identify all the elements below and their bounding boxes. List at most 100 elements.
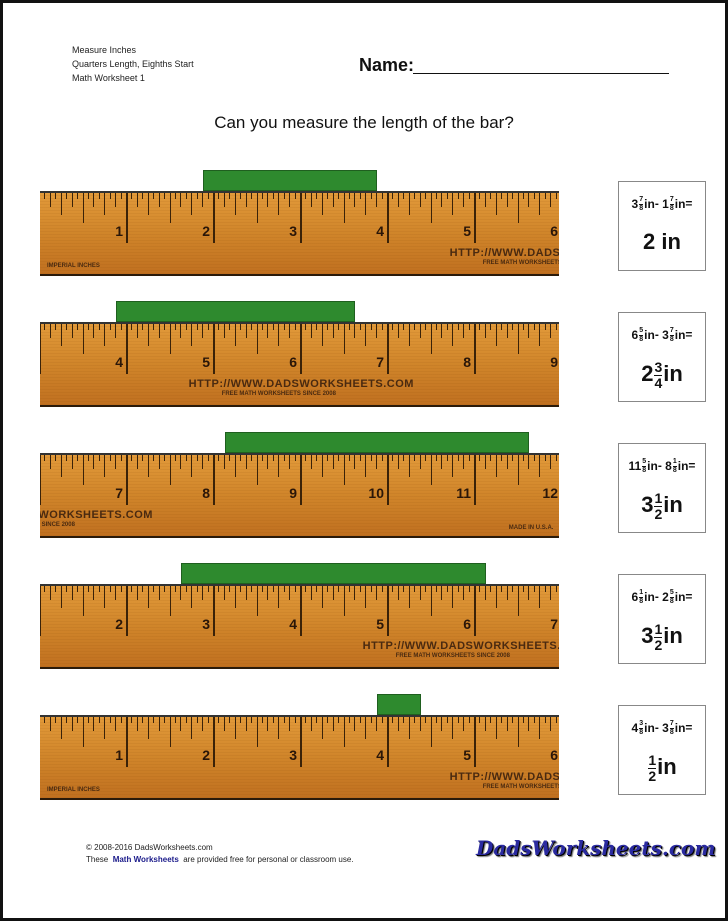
ruler-tick — [403, 324, 405, 330]
ruler-tick — [261, 324, 263, 330]
ruler-tick — [66, 586, 68, 592]
ruler-tick — [142, 717, 144, 723]
ruler-tick — [528, 586, 530, 600]
ruler-tick — [294, 324, 296, 330]
ruler-tick — [387, 586, 389, 636]
ruler-sub-text: FREE MATH WORKSHEETS SINCE 2008 — [482, 784, 559, 790]
inch-label: 3 — [289, 223, 297, 239]
numerator: 1 — [654, 490, 663, 507]
problem-row: 123456789101112IMPERIAL INCHESHTTP://WWW… — [0, 300, 728, 410]
equals: = — [688, 458, 696, 473]
inch-label: 4 — [376, 223, 384, 239]
measure-bar — [203, 170, 378, 191]
ruler-tick — [327, 586, 329, 592]
unit: in — [644, 196, 655, 211]
mixed-number: 2 5 8 in — [662, 589, 685, 605]
ruler-tick — [164, 193, 166, 199]
ruler-tick — [71, 455, 73, 469]
ruler-tick — [191, 455, 193, 477]
ruler-tick — [359, 193, 361, 199]
numerator: 5 — [642, 458, 647, 467]
ruler-tick — [87, 324, 89, 330]
unit: in — [661, 229, 681, 254]
ruler-tick — [49, 717, 51, 731]
whole: 3 — [641, 492, 654, 518]
denominator: 8 — [642, 467, 647, 474]
ruler-tick — [289, 324, 291, 338]
ruler-tick — [153, 324, 155, 330]
ruler-tick — [44, 717, 46, 723]
numerator: 3 — [639, 720, 644, 729]
ruler-tick — [158, 586, 160, 600]
ruler-tick — [305, 717, 307, 723]
denominator: 2 — [648, 768, 657, 784]
ruler-tick — [348, 455, 350, 461]
ruler-tick — [202, 324, 204, 338]
ruler-tick — [136, 455, 138, 469]
math-worksheets-link[interactable]: Math Worksheets — [112, 855, 179, 864]
ruler-tick — [153, 586, 155, 592]
ruler-tick — [430, 324, 432, 354]
ruler-tick — [463, 455, 465, 469]
ruler-tick — [229, 193, 231, 199]
answer-box: 11 5 8 in- 8 1 8 in= 3 1 2 in — [618, 443, 706, 533]
ruler-tick — [164, 455, 166, 461]
ruler-tick — [289, 193, 291, 207]
ruler-tick — [131, 324, 133, 330]
ruler-tick — [44, 586, 46, 592]
header-line: Math Worksheet 1 — [72, 73, 145, 83]
ruler-tick — [490, 324, 492, 330]
unit: in — [674, 720, 686, 735]
inch-label: 1 — [115, 223, 123, 239]
ruler-tick — [77, 324, 79, 330]
ruler-tick — [359, 717, 361, 723]
ruler-tick — [147, 455, 149, 477]
ruler-tick — [109, 586, 111, 592]
ruler-tick — [490, 717, 492, 723]
ruler-tick — [218, 324, 220, 330]
ruler-imperial-text: IMPERIAL INCHES — [47, 787, 100, 793]
ruler-tick — [310, 455, 312, 469]
ruler-tick — [109, 193, 111, 199]
ruler-tick — [272, 455, 274, 461]
ruler-tick — [185, 586, 187, 592]
ruler-tick — [180, 324, 182, 338]
ruler-tick — [479, 717, 481, 723]
ruler-tick — [501, 324, 503, 330]
ruler-tick — [419, 586, 421, 600]
ruler-tick — [539, 324, 541, 346]
footer: © 2008-2016 DadsWorksheets.com These Mat… — [86, 842, 354, 866]
ruler-tick — [533, 324, 535, 330]
ruler-tick — [218, 455, 220, 461]
whole: 8 — [665, 458, 672, 473]
ruler-tick — [550, 193, 552, 207]
answer: 1 2 in — [619, 753, 705, 784]
inch-label: 5 — [202, 354, 210, 370]
ruler-tick — [446, 324, 448, 330]
ruler-tick — [343, 193, 345, 223]
ruler-tick — [468, 324, 470, 330]
answer-box: 4 3 8 in- 3 7 8 in= 1 2 in — [618, 705, 706, 795]
name-field-line[interactable] — [413, 73, 669, 74]
ruler-tick — [452, 586, 454, 608]
whole: 4 — [631, 720, 639, 735]
answer: 3 1 2 in — [619, 622, 705, 653]
denominator: 8 — [669, 205, 674, 212]
ruler-tick — [272, 586, 274, 592]
ruler-tick — [158, 455, 160, 469]
ruler-tick — [332, 455, 334, 469]
ruler-tick — [278, 717, 280, 739]
ruler-tick — [207, 324, 209, 330]
ruler-tick — [218, 193, 220, 199]
inch-label: 8 — [463, 354, 471, 370]
ruler-tick — [365, 717, 367, 739]
ruler-tick — [408, 193, 410, 215]
ruler-tick — [158, 324, 160, 338]
ruler-tick — [109, 455, 111, 461]
ruler-tick — [430, 193, 432, 223]
ruler-tick — [169, 586, 171, 616]
ruler-tick — [251, 455, 253, 461]
denominator: 8 — [672, 467, 677, 474]
answer-box: 3 7 8 in- 1 7 8 in= 2 in — [618, 181, 706, 271]
